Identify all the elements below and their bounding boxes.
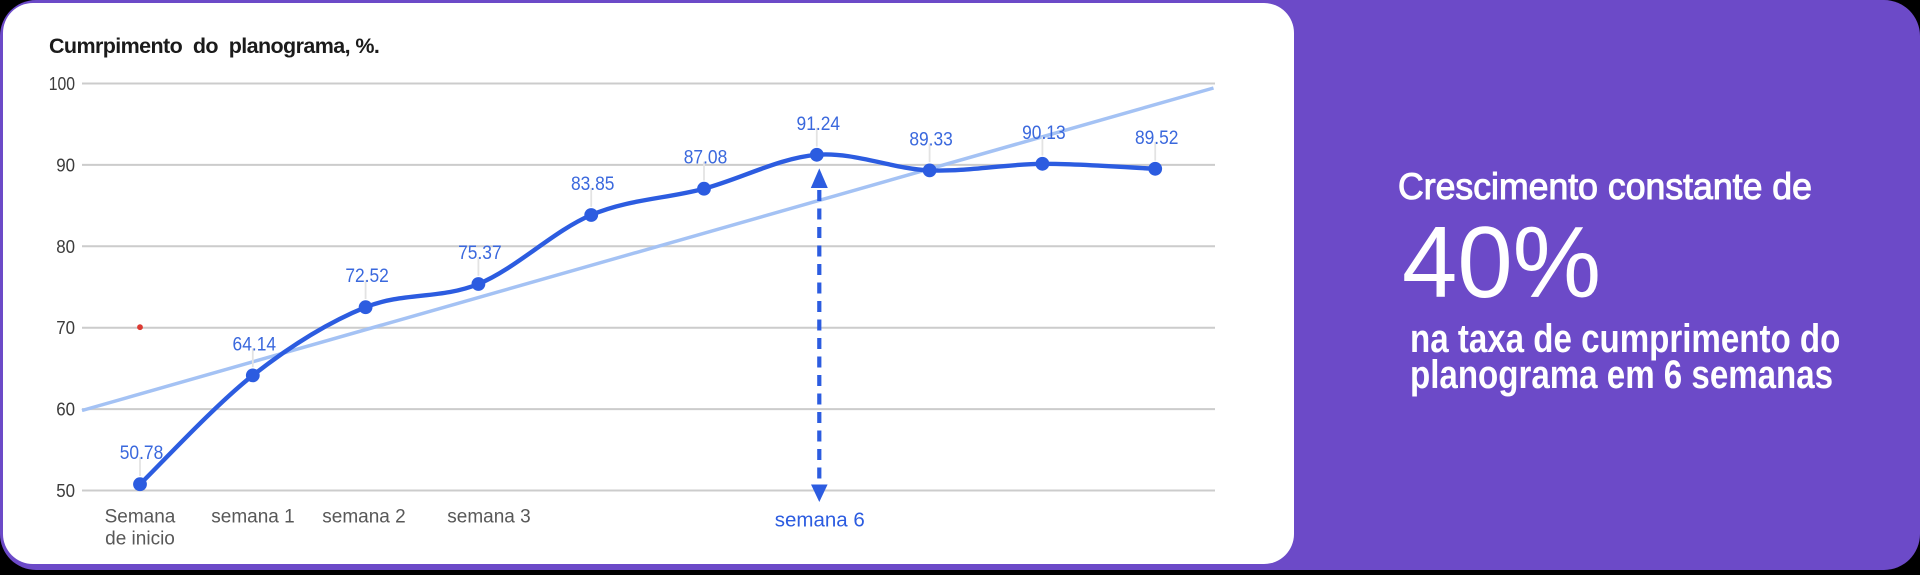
svg-text:70: 70 (56, 318, 75, 338)
svg-text:87.08: 87.08 (684, 147, 728, 169)
svg-text:50: 50 (56, 481, 75, 501)
svg-text:90.13: 90.13 (1022, 122, 1066, 144)
svg-text:90: 90 (56, 155, 75, 175)
svg-text:semana 3: semana 3 (447, 507, 530, 528)
svg-text:60: 60 (56, 400, 75, 420)
svg-text:de inicio: de inicio (105, 529, 175, 550)
svg-text:100: 100 (49, 74, 75, 94)
svg-text:Cumrpimento do planograma, %: Cumrpimento do planograma, %. (49, 34, 379, 58)
svg-text:72.52: 72.52 (345, 265, 389, 287)
svg-text:semana 1: semana 1 (211, 507, 294, 528)
svg-text:50.78: 50.78 (120, 442, 164, 464)
svg-text:89.33: 89.33 (909, 128, 953, 150)
svg-text:semana 2: semana 2 (322, 507, 405, 528)
svg-text:semana 6: semana 6 (775, 508, 865, 531)
svg-text:64.14: 64.14 (233, 333, 277, 355)
svg-text:91.24: 91.24 (797, 113, 841, 135)
svg-text:89.52: 89.52 (1135, 127, 1179, 149)
svg-text:Semana: Semana (105, 507, 176, 528)
svg-text:83.85: 83.85 (571, 173, 615, 195)
svg-text:75.37: 75.37 (458, 242, 502, 264)
svg-text:80: 80 (56, 237, 75, 257)
